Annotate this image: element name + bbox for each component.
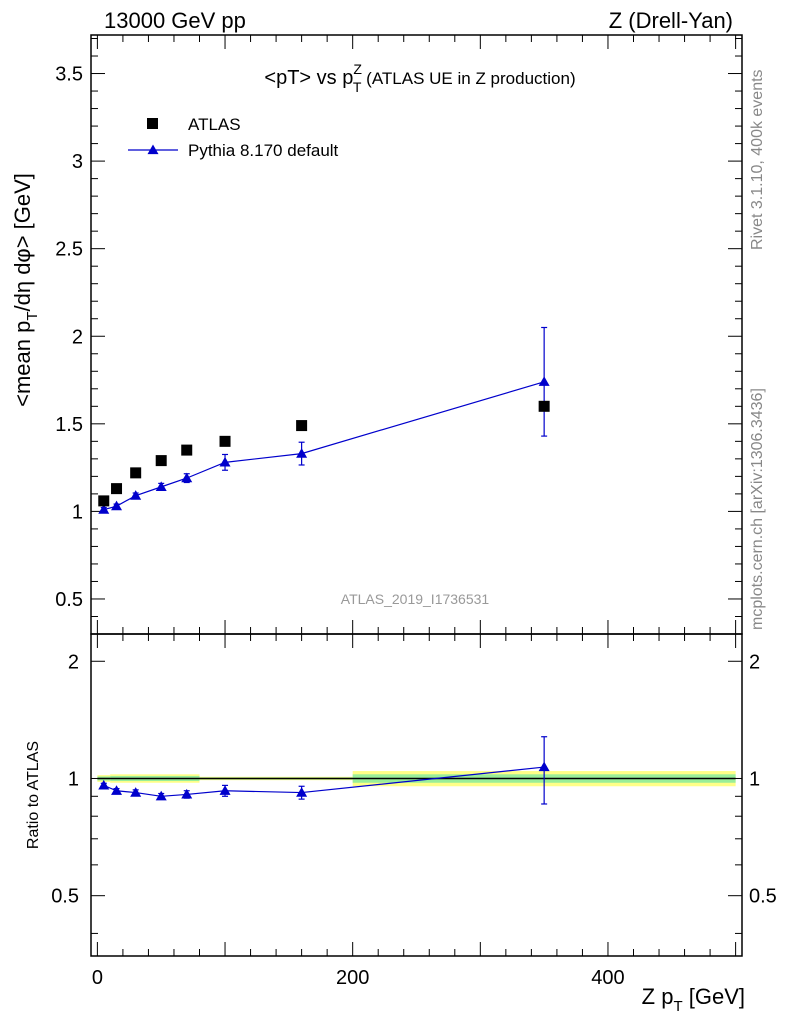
x-tick-label: 0	[92, 967, 103, 989]
ratio-y-tick-label-right: 2	[749, 651, 760, 673]
ratio-pythia-point	[296, 787, 308, 797]
ratio-y-tick-label: 0.5	[51, 886, 79, 908]
ratio-pythia-point	[155, 790, 167, 801]
ratio-pythia-point	[130, 787, 142, 797]
atlas-point	[111, 483, 123, 495]
main-y-tick-label: 3.5	[55, 64, 83, 86]
atlas-point	[219, 435, 231, 447]
ratio-series	[98, 736, 550, 805]
main-title: <pT> vs pZ T (ATLAS UE in Z production)	[264, 61, 575, 95]
x-tick-label: 400	[591, 967, 624, 989]
x-tick-label: 200	[336, 967, 369, 989]
main-y-axis-label: <mean pT/dη dφ> [GeV]	[10, 173, 41, 407]
legend-pythia-marker	[147, 144, 159, 155]
analysis-watermark: ATLAS_2019_I1736531	[341, 591, 490, 607]
header-left: 13000 GeV pp	[104, 8, 246, 33]
ratio-pythia-point	[538, 761, 550, 772]
ratio-y-tick-label: 1	[68, 768, 79, 790]
atlas-point	[538, 400, 550, 412]
x-axis-label: Z pT [GeV]	[642, 984, 745, 1015]
pythia-point	[155, 481, 167, 492]
ratio-y-axis-label: Ratio to ATLAS	[25, 741, 42, 849]
ratio-plot-frame	[90, 633, 743, 957]
legend: ATLAS Pythia 8.170 default	[128, 115, 339, 160]
ratio-axes: 0 200 400 0.5 0.5 1 1 2 2	[51, 634, 777, 989]
legend-pythia-label: Pythia 8.170 default	[188, 141, 339, 160]
atlas-point	[181, 444, 193, 456]
main-y-tick-label: 2	[72, 326, 83, 348]
pythia-point	[296, 448, 308, 458]
main-y-tick-label: 1	[72, 501, 83, 523]
pythia-point	[538, 376, 550, 386]
pythia-point	[98, 504, 110, 514]
ratio-pythia-point	[219, 785, 231, 795]
rivet-label: Rivet 3.1.10, 400k events	[749, 69, 766, 250]
mcplots-label: mcplots.cern.ch [arXiv:1306.3436]	[749, 388, 766, 630]
ratio-y-tick-label-right: 1	[749, 768, 760, 790]
ratio-y-tick-label: 2	[68, 651, 79, 673]
main-y-tick-label: 0.5	[55, 589, 83, 611]
legend-atlas-marker	[147, 118, 158, 129]
pythia-point	[130, 490, 142, 500]
ratio-y-tick-label-right: 0.5	[749, 886, 777, 908]
pythia-line	[103, 381, 545, 511]
ratio-pythia-point	[181, 788, 193, 799]
atlas-point	[296, 420, 308, 432]
pythia-point	[111, 500, 123, 511]
main-y-tick-label: 1.5	[55, 414, 83, 436]
main-series	[98, 326, 550, 514]
legend-atlas-label: ATLAS	[188, 115, 241, 134]
main-axes: 0.5 1 1.5 2 2.5 3 3.5	[55, 35, 742, 635]
main-y-tick-label: 2.5	[55, 239, 83, 261]
ratio-pythia-point	[98, 779, 110, 790]
main-y-tick-label: 3	[72, 151, 83, 173]
pythia-point	[219, 456, 231, 467]
header-right: Z (Drell-Yan)	[609, 8, 733, 33]
atlas-point	[130, 467, 142, 479]
pythia-point	[181, 472, 193, 483]
atlas-point	[98, 495, 110, 507]
ratio-pythia-point	[111, 785, 123, 795]
atlas-point	[155, 455, 167, 467]
